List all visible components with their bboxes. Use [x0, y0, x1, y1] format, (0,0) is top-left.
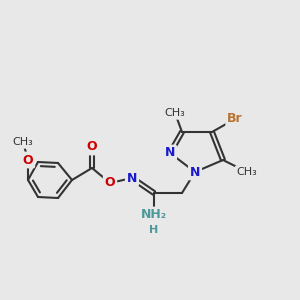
Text: H: H	[149, 225, 159, 235]
Text: CH₃: CH₃	[165, 108, 185, 118]
Text: N: N	[127, 172, 137, 184]
Text: NH₂: NH₂	[141, 208, 167, 221]
Text: N: N	[165, 146, 175, 160]
Text: CH₃: CH₃	[237, 167, 257, 177]
Text: CH₃: CH₃	[13, 137, 33, 147]
Text: Br: Br	[227, 112, 243, 125]
Text: O: O	[23, 154, 33, 166]
Text: O: O	[87, 140, 97, 154]
Text: N: N	[190, 166, 200, 178]
Text: O: O	[105, 176, 115, 190]
